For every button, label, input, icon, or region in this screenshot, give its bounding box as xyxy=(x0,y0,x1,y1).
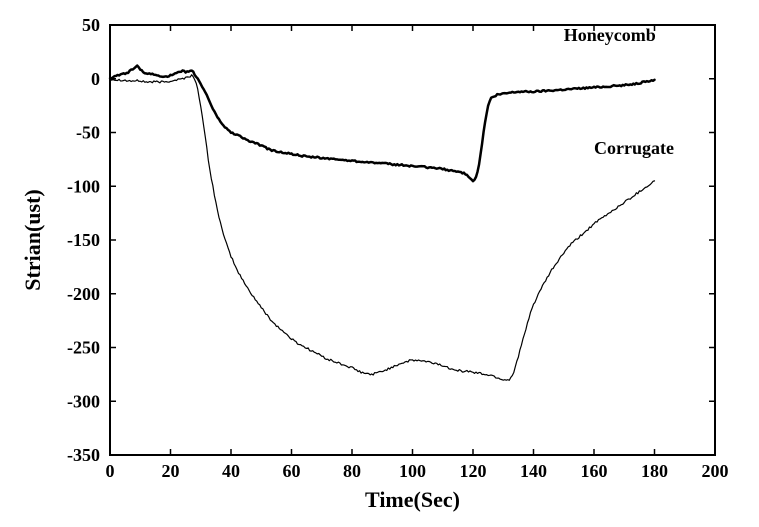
y-tick-label: -300 xyxy=(67,391,100,411)
x-tick-label: 200 xyxy=(702,461,729,481)
y-tick-label: 0 xyxy=(91,69,100,89)
x-tick-label: 180 xyxy=(641,461,668,481)
series-label-honeycomb: Honeycomb xyxy=(564,25,656,45)
y-tick-label: -100 xyxy=(67,176,100,196)
y-axis-label: Strian(ust) xyxy=(20,189,45,290)
y-tick-label: -50 xyxy=(76,123,100,143)
chart-svg: 0 20 40 60 80 100 120 140 160 180 200 50 0 -50 -100 -15… xyxy=(0,0,759,527)
x-axis-label: Time(Sec) xyxy=(365,487,460,512)
x-tick-label: 120 xyxy=(460,461,487,481)
x-tick-label: 0 xyxy=(106,461,115,481)
y-tick-label: 50 xyxy=(82,15,100,35)
strain-time-chart: 0 20 40 60 80 100 120 140 160 180 200 50 0 -50 -100 -15… xyxy=(0,0,759,527)
y-tick-label: -350 xyxy=(67,445,100,465)
x-tick-label: 20 xyxy=(162,461,180,481)
y-tick-label: -250 xyxy=(67,338,100,358)
x-tick-label: 140 xyxy=(520,461,547,481)
series-label-corrugate: Corrugate xyxy=(594,138,674,158)
y-tick-label: -200 xyxy=(67,284,100,304)
x-tick-label: 80 xyxy=(343,461,361,481)
x-tick-label: 160 xyxy=(581,461,608,481)
x-tick-label: 100 xyxy=(399,461,426,481)
x-tick-label: 60 xyxy=(283,461,301,481)
y-tick-label: -150 xyxy=(67,230,100,250)
x-tick-label: 40 xyxy=(222,461,240,481)
